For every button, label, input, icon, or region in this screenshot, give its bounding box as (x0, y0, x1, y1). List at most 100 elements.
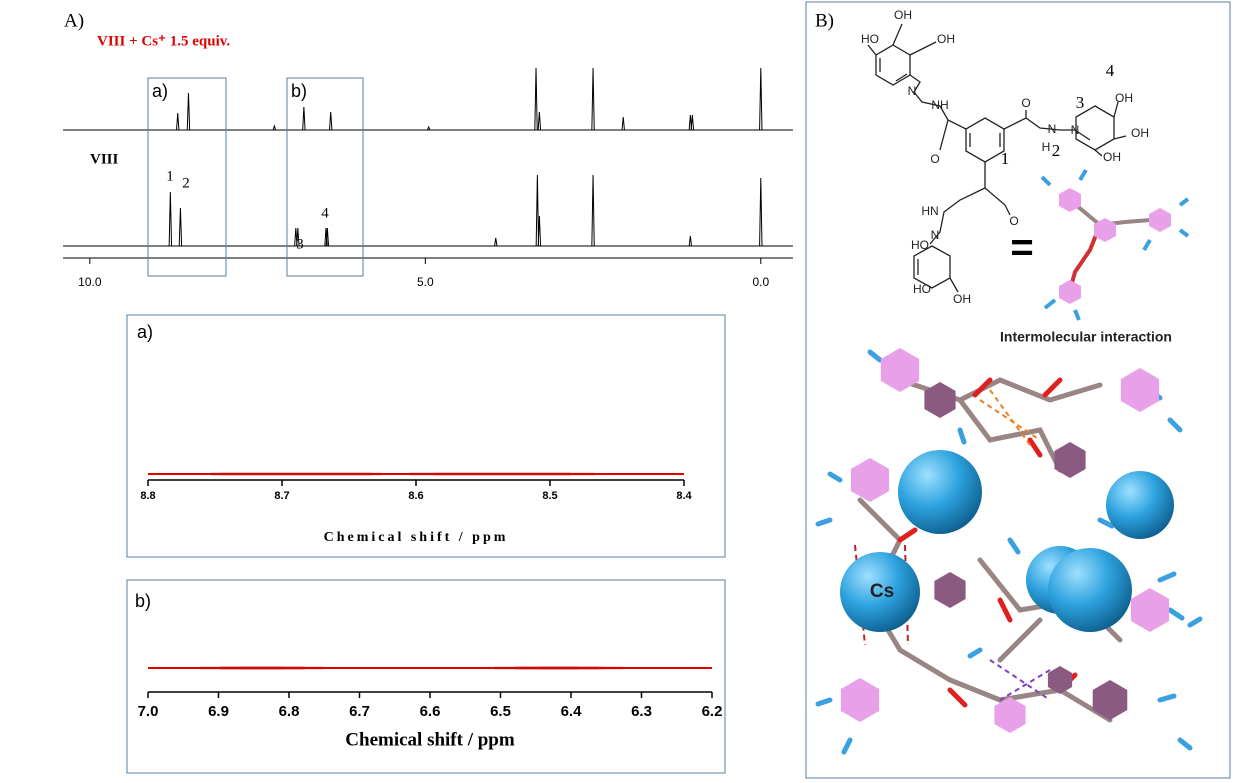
hexagon (934, 572, 966, 608)
peak-label: 2 (182, 175, 190, 191)
bond (1113, 135, 1127, 140)
hexagon (1059, 188, 1081, 212)
panel-label: A) (64, 10, 84, 31)
x-tick-label: 6.9 (208, 703, 229, 720)
crystal-title: Intermolecular interaction (1000, 329, 1172, 345)
atom-label: HO (911, 238, 929, 252)
x-tick-label: 8.6 (408, 490, 423, 502)
peak (621, 116, 625, 131)
hexagon (1094, 218, 1116, 242)
atom-label: HN (921, 204, 938, 218)
stick (857, 377, 1123, 723)
x-tick-label: 6.4 (561, 703, 583, 720)
cesium-ion (898, 450, 982, 534)
atom-label: OH (1103, 150, 1121, 164)
x-tick-label: 6.3 (631, 703, 652, 720)
ion-label: Cs (870, 581, 894, 602)
hexagon (880, 348, 920, 392)
hexagon (850, 458, 890, 502)
molecule-structure (867, 23, 1127, 293)
interaction (979, 389, 1041, 446)
region-box (286, 77, 364, 277)
atom-label: N (931, 228, 940, 242)
peak (186, 92, 191, 131)
peak (427, 125, 431, 131)
peak (178, 207, 183, 247)
interaction (989, 659, 1051, 701)
peak (325, 227, 330, 247)
atom-label: O (1009, 214, 1018, 228)
x-tick-label: 6.6 (420, 703, 441, 720)
hexagon (1059, 280, 1081, 304)
hexagon (840, 678, 880, 722)
x-tick-label: 8.4 (676, 490, 692, 502)
bond (939, 119, 949, 151)
peak-label: 1 (166, 168, 174, 184)
hexagon (1092, 680, 1128, 720)
atom-label: O (930, 152, 939, 166)
peak (690, 114, 695, 131)
bond (1113, 101, 1119, 118)
panel-frame (805, 1, 1231, 779)
chart-title: b) (135, 591, 151, 611)
series-label: VIII + Cs⁺ 1.5 equiv. (97, 33, 230, 49)
stick (1068, 224, 1102, 291)
atom-label: OH (894, 8, 912, 22)
peak-label: 4 (321, 205, 329, 221)
x-tick-label: 6.2 (702, 703, 723, 720)
bond (895, 73, 908, 82)
equals-sign: = (1010, 226, 1033, 270)
hexagon (994, 697, 1026, 733)
stick-model (1040, 168, 1190, 321)
position-label: 2 (1052, 141, 1061, 160)
cesium-ion (1106, 471, 1174, 539)
x-axis-label: Chemical shift / ppm (345, 729, 515, 750)
atom-label: O (1021, 96, 1030, 110)
zoom-frame (126, 314, 726, 558)
peak (759, 67, 763, 131)
ring (913, 245, 951, 289)
peak (272, 124, 277, 131)
hexagon (1130, 588, 1170, 632)
panel-label: B) (815, 10, 834, 31)
atom-label: H (1042, 140, 1051, 154)
x-tick-label: 6.8 (279, 703, 300, 720)
atom-label: OH (1115, 91, 1133, 105)
zoom-frame (126, 579, 726, 774)
peak (537, 215, 542, 247)
peak (494, 237, 498, 247)
x-tick-label: 6.5 (490, 703, 511, 720)
bond (1003, 117, 1091, 141)
cesium-ion (1048, 548, 1132, 632)
hexagon (1054, 442, 1086, 478)
atom-label: OH (937, 32, 955, 46)
position-label: 3 (1076, 93, 1085, 112)
bond (929, 187, 986, 245)
region-box (147, 77, 227, 277)
atom-label: NH (931, 98, 948, 112)
atom-label: OH (953, 292, 971, 306)
x-tick-label: 6.7 (349, 703, 370, 720)
hexagon (1149, 208, 1171, 232)
position-label: 4 (1106, 61, 1115, 80)
series-label: VIII (90, 151, 119, 167)
peak (176, 112, 180, 131)
x-tick-label: 5.0 (417, 275, 434, 289)
stick (1040, 168, 1190, 321)
peak (329, 111, 333, 131)
x-tick-label: 10.0 (78, 275, 102, 289)
peak (759, 177, 763, 247)
peak (537, 111, 542, 131)
bond (984, 162, 1011, 216)
bond (892, 23, 903, 46)
x-tick-label: 0.0 (752, 275, 769, 289)
atom-label: OH (1131, 126, 1149, 140)
region-label: b) (291, 81, 307, 101)
hexagon (924, 382, 956, 418)
peak (168, 191, 173, 247)
chart-title: a) (137, 322, 153, 342)
atom-label: HO (861, 32, 879, 46)
position-label: 1 (1001, 149, 1010, 168)
bond (909, 41, 937, 56)
